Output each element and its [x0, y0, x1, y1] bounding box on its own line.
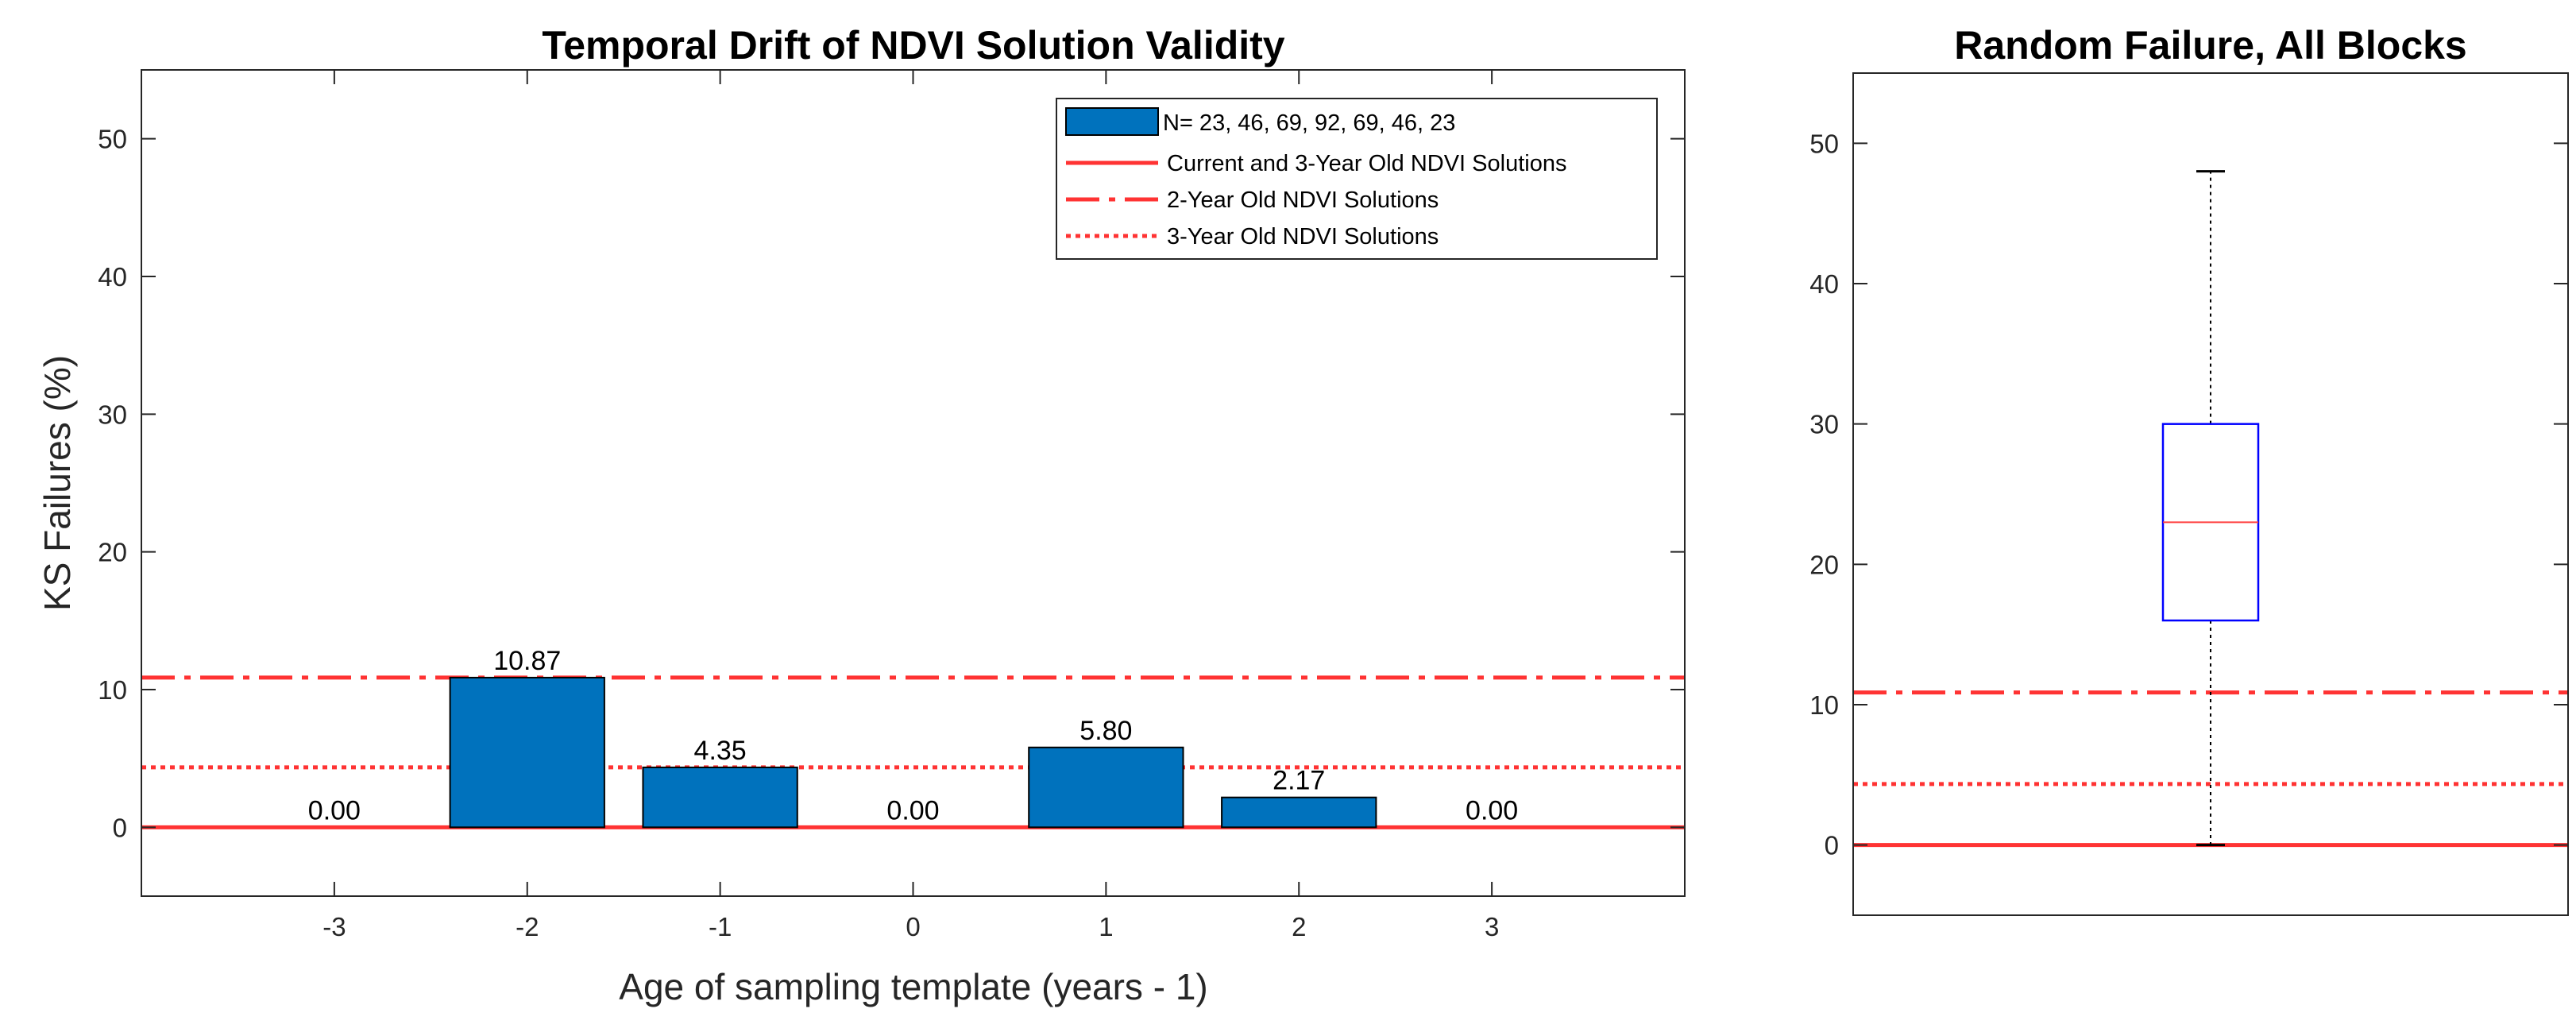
x-tick-label: -1: [709, 912, 732, 941]
y-tick-label: 10: [98, 675, 127, 705]
legend-entry-bars: N= 23, 46, 69, 92, 69, 46, 23: [1163, 110, 1455, 136]
bar-value-label: 5.80: [1079, 716, 1132, 746]
tick-marks: [1853, 142, 2568, 846]
y-tick-label: 0: [1825, 831, 1839, 860]
bar-chart: Temporal Drift of NDVI Solution Validity…: [37, 23, 1686, 1007]
x-tick-label: 3: [1485, 912, 1499, 941]
bar-value-label: 10.87: [493, 646, 561, 676]
bar-value-label: 0.00: [886, 795, 939, 825]
legend-entry-current: Current and 3-Year Old NDVI Solutions: [1167, 151, 1566, 176]
bars: [449, 676, 1377, 829]
bar-value-labels: 0.00 10.87 4.35 0.00 5.80 2.17 0.00: [308, 646, 1518, 825]
chart-title: Temporal Drift of NDVI Solution Validity: [542, 23, 1284, 68]
legend-entry-2year: 2-Year Old NDVI Solutions: [1167, 187, 1439, 213]
y-tick-label: 50: [98, 125, 127, 154]
bar-value-label: 0.00: [1466, 795, 1518, 825]
bar: [642, 766, 798, 829]
y-tick-label: 20: [98, 538, 127, 567]
bar: [1221, 796, 1377, 829]
tick-marks: [141, 70, 1685, 896]
bar-value-label: 0.00: [308, 795, 361, 825]
x-tick-labels: -3 -2 -1 0 1 2 3: [322, 912, 1499, 941]
reference-lines: [141, 675, 1685, 829]
chart-title: Random Failure, All Blocks: [1954, 23, 2467, 68]
x-tick-label: -3: [322, 912, 346, 941]
y-tick-label: 10: [1809, 690, 1839, 720]
y-tick-labels: 0 10 20 30 40 50: [1809, 129, 1839, 860]
y-tick-labels: 0 10 20 30 40 50: [98, 125, 127, 843]
y-axis-label: KS Failures (%): [37, 355, 78, 611]
x-tick-label: 0: [906, 912, 920, 941]
y-tick-label: 0: [113, 813, 127, 842]
y-tick-label: 30: [1809, 410, 1839, 439]
bar: [449, 676, 605, 829]
y-tick-label: 20: [1809, 550, 1839, 579]
legend-entry-3year: 3-Year Old NDVI Solutions: [1167, 224, 1439, 249]
x-axis-label: Age of sampling template (years - 1): [619, 966, 1207, 1007]
y-tick-label: 30: [98, 400, 127, 429]
y-tick-label: 40: [1809, 269, 1839, 299]
boxplot: [2161, 170, 2260, 847]
x-tick-label: 1: [1099, 912, 1113, 941]
plot-frame: [1852, 72, 2569, 916]
bar-value-label: 4.35: [694, 736, 747, 766]
bar: [1028, 746, 1184, 829]
x-tick-label: -2: [516, 912, 539, 941]
x-tick-label: 2: [1292, 912, 1306, 941]
legend-bar-swatch: [1065, 107, 1159, 136]
y-tick-label: 50: [1809, 129, 1839, 158]
legend[interactable]: N= 23, 46, 69, 92, 69, 46, 23 Current an…: [1056, 98, 1658, 260]
box-chart: Random Failure, All Blocks 0 10 20 30 40 50: [1809, 23, 2569, 916]
bar-value-label: 2.17: [1273, 766, 1325, 796]
y-tick-label: 40: [98, 262, 127, 292]
